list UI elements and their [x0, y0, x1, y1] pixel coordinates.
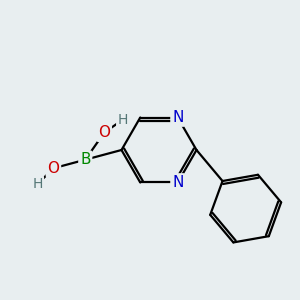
Text: H: H — [32, 177, 43, 191]
Text: H: H — [117, 113, 128, 127]
Text: O: O — [98, 125, 110, 140]
Text: O: O — [47, 161, 59, 176]
Text: N: N — [172, 175, 183, 190]
Text: B: B — [80, 152, 91, 167]
Text: N: N — [172, 110, 183, 125]
